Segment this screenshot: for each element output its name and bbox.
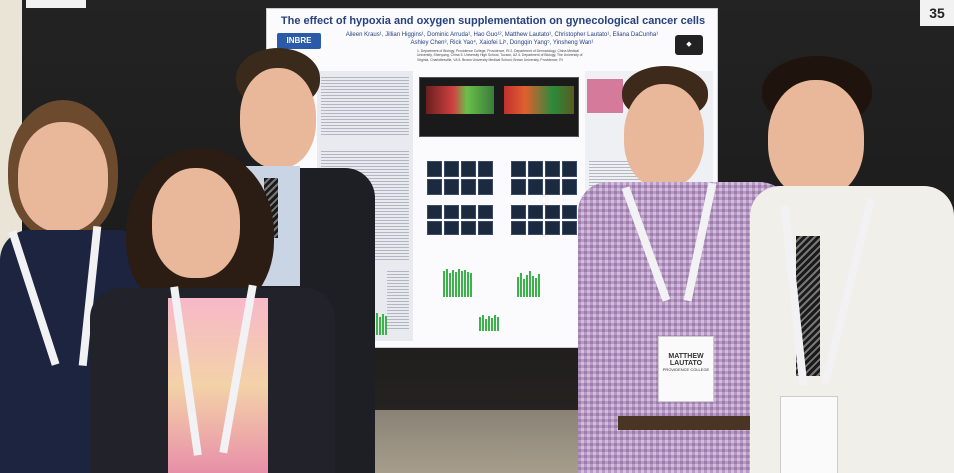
methods-text — [387, 271, 409, 331]
microscopy-grid-4 — [511, 205, 577, 235]
poster-affiliations: 1. Department of Biology, Providence Col… — [417, 49, 583, 62]
heatmap-panel-a — [426, 86, 494, 114]
face — [18, 122, 108, 232]
booth-number-sign: 35 — [920, 0, 954, 26]
abstract-text — [321, 77, 409, 137]
face — [240, 68, 316, 168]
person-2 — [90, 148, 340, 473]
person-5 — [750, 56, 954, 473]
microscopy-grid-3 — [427, 205, 493, 235]
bar-chart-small — [373, 311, 387, 335]
heatmap-panel-b — [504, 86, 574, 114]
face — [768, 80, 864, 198]
badge-name: MATTHEW LAUTATO — [668, 353, 704, 367]
badge-school: PROVIDENCE COLLEGE — [662, 367, 710, 372]
microscopy-grid-2 — [511, 161, 577, 195]
poster-title: The effect of hypoxia and oxygen supplem… — [280, 15, 706, 27]
bar-chart-1 — [443, 267, 472, 297]
poster-authors: Aileen Kraus¹, Jillian Higgins¹, Dominic… — [345, 32, 659, 46]
college-logo-icon: ◆ — [675, 35, 703, 55]
name-badge: MATTHEW LAUTATO PROVIDENCE COLLEGE — [658, 336, 714, 402]
face — [624, 84, 704, 188]
inbre-logo: INBRE — [277, 33, 321, 49]
sign-top-left — [26, 0, 86, 8]
name-badge-back — [780, 396, 838, 473]
belt — [618, 416, 778, 430]
figure-swatch — [587, 79, 623, 113]
bar-chart-2 — [517, 271, 540, 297]
heatmap-figure — [419, 77, 579, 137]
face — [152, 168, 240, 278]
bar-chart-3 — [479, 313, 499, 331]
microscopy-grid-1 — [427, 161, 493, 195]
